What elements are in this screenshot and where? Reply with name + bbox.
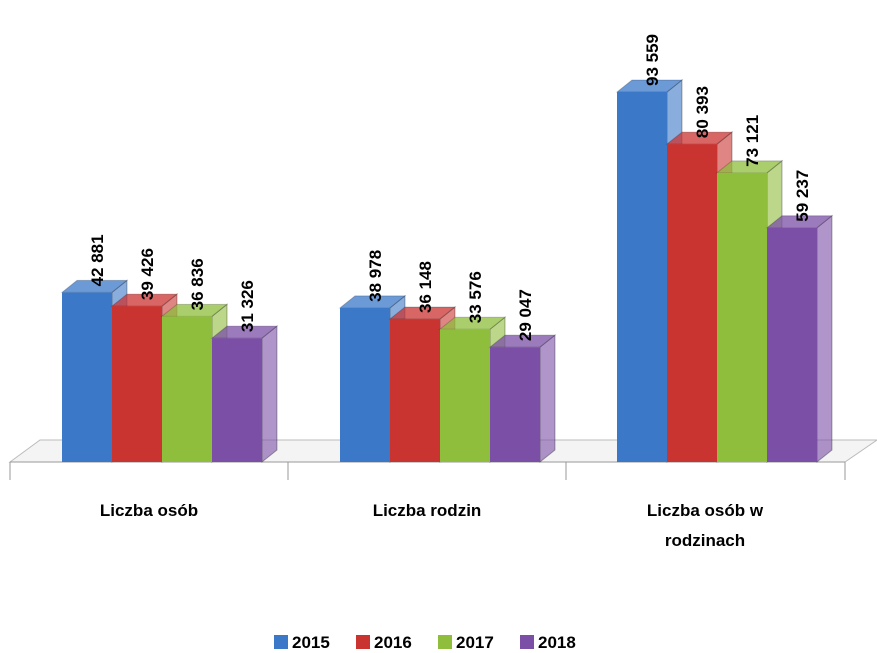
bar xyxy=(717,172,767,462)
bar xyxy=(390,319,440,462)
value-label: 33 576 xyxy=(466,271,485,323)
bar xyxy=(667,144,717,463)
x-tick-label: Liczba rodzin xyxy=(372,501,482,520)
bar xyxy=(62,292,112,462)
value-label: 39 426 xyxy=(138,248,157,300)
bar xyxy=(112,306,162,462)
bar xyxy=(212,338,262,462)
value-label: 93 559 xyxy=(643,34,662,86)
legend-swatch xyxy=(520,635,534,649)
value-label: 31 326 xyxy=(238,280,257,332)
value-label: 73 121 xyxy=(743,115,762,167)
bar-side xyxy=(261,325,278,464)
legend-label: 2017 xyxy=(456,633,494,652)
bar xyxy=(162,316,212,462)
value-label: 36 148 xyxy=(416,261,435,313)
value-label: 29 047 xyxy=(516,289,535,341)
value-label: 38 978 xyxy=(366,250,385,302)
bar-side xyxy=(539,334,556,464)
x-tick-label: Liczba osób xyxy=(99,501,199,520)
bar xyxy=(767,227,817,462)
bar xyxy=(617,92,667,462)
x-tick-label: Liczba osób w rodzinach xyxy=(646,501,764,550)
bar xyxy=(490,347,540,462)
legend-label: 2016 xyxy=(374,633,412,652)
legend-swatch xyxy=(438,635,452,649)
value-label: 59 237 xyxy=(793,170,812,222)
legend-swatch xyxy=(356,635,370,649)
legend-label: 2018 xyxy=(538,633,576,652)
bar xyxy=(340,307,390,462)
legend-label: 2015 xyxy=(292,633,330,652)
value-label: 80 393 xyxy=(693,86,712,138)
value-label: 42 881 xyxy=(88,234,107,286)
bar-side xyxy=(816,214,833,464)
bar xyxy=(440,329,490,462)
value-label: 36 836 xyxy=(188,258,207,310)
legend-swatch xyxy=(274,635,288,649)
